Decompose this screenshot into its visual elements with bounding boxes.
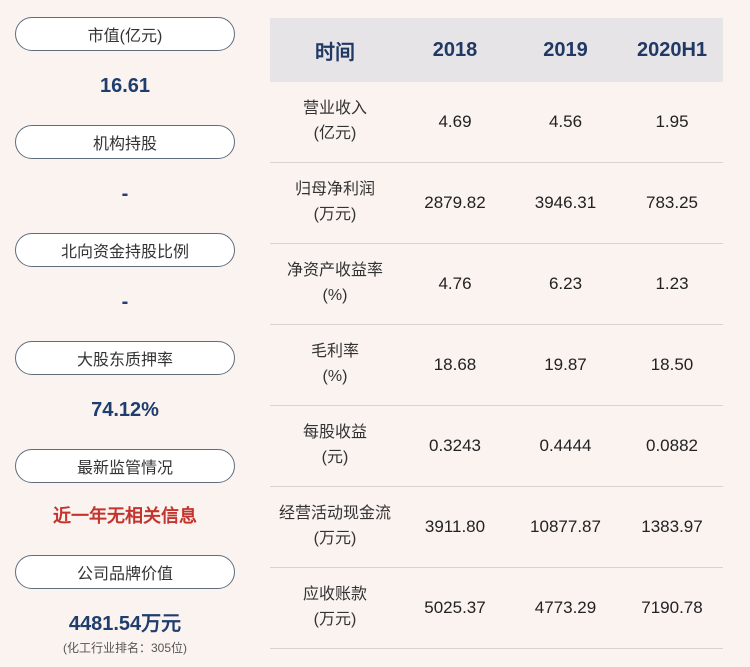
pill-latest-regulation[interactable]: 最新监管情况 (15, 449, 235, 483)
row-label-unit: (万元) (313, 611, 357, 628)
cell-value: 2879.82 (424, 193, 486, 212)
financials-table: 时间 2018 2019 2020H1 营业收入 (亿元) 4.69 4.56 … (270, 18, 723, 649)
pill-major-shareholder-pledge[interactable]: 大股东质押率 (15, 341, 235, 375)
table-row-roe: 净资产收益率 (%) 4.76 6.23 1.23 (270, 244, 723, 325)
row-label-text: 每股收益 (302, 424, 367, 442)
row-label-text: 归母净利润 (294, 181, 375, 199)
row-label-text: 净资产收益率 (286, 262, 383, 280)
row-label-unit: (万元) (313, 206, 357, 223)
table-row-operating-cashflow: 经营活动现金流 (万元) 3911.80 10877.87 1383.97 (270, 487, 723, 568)
row-label-text: 毛利率 (310, 343, 359, 361)
row-label-unit: (元) (321, 449, 349, 466)
brand-value: 4481.54万元 (化工行业排名：305位) (63, 612, 187, 655)
row-label: 每股收益 (元) (270, 421, 400, 471)
row-label-text: 经营活动现金流 (278, 505, 391, 523)
table-header-row: 时间 2018 2019 2020H1 (270, 18, 723, 82)
row-label: 经营活动现金流 (万元) (270, 502, 400, 552)
cell-value: 1383.97 (641, 517, 703, 536)
row-label: 归母净利润 (万元) (270, 178, 400, 228)
pill-market-cap[interactable]: 市值(亿元) (15, 17, 235, 51)
cell-value: 1.23 (655, 274, 689, 293)
cell-value: 4.76 (438, 274, 472, 293)
cell-value: 18.50 (650, 355, 694, 374)
brand-value-industry-rank: (化工行业排名：305位) (62, 640, 187, 655)
row-label-unit: (%) (322, 368, 348, 385)
northbound-holding-ratio-value: - (121, 291, 129, 313)
cell-value: 0.0882 (646, 436, 698, 455)
row-label: 营业收入 (亿元) (270, 97, 400, 147)
cell-value: 6.23 (548, 274, 583, 293)
header-time: 时间 (315, 41, 355, 64)
table-row-eps: 每股收益 (元) 0.3243 0.4444 0.0882 (270, 406, 723, 487)
row-label: 应收账款 (万元) (270, 583, 400, 633)
major-shareholder-pledge-value: 74.12% (91, 399, 159, 421)
header-year-2019: 2019 (543, 38, 588, 61)
cell-value: 4.69 (438, 112, 472, 131)
row-label-unit: (万元) (313, 530, 357, 547)
cell-value: 783.25 (646, 193, 698, 212)
market-cap-value: 16.61 (99, 75, 151, 97)
cell-value: 0.3243 (429, 436, 481, 455)
row-label-text: 营业收入 (302, 100, 367, 118)
row-label: 净资产收益率 (%) (270, 259, 400, 309)
pill-brand-value[interactable]: 公司品牌价值 (15, 554, 235, 589)
header-period-2020h1: 2020H1 (636, 38, 708, 61)
table-row-accounts-receivable: 应收账款 (万元) 5025.37 4773.29 7190.78 (270, 568, 723, 649)
cell-value: 0.4444 (539, 436, 592, 455)
cell-value: 1.95 (655, 112, 689, 131)
header-year-2018: 2018 (432, 38, 478, 61)
cell-value: 5025.37 (424, 598, 486, 617)
brand-value-amount: 4481.54万元 (68, 612, 182, 635)
cell-value: 4.56 (548, 112, 583, 131)
cell-value: 19.87 (544, 355, 587, 374)
pill-institutional-holdings[interactable]: 机构持股 (15, 125, 235, 159)
cell-value: 3946.31 (534, 193, 597, 212)
institutional-holdings-value: - (121, 183, 129, 205)
row-label-text: 应收账款 (302, 586, 367, 604)
row-label-unit: (亿元) (313, 125, 357, 142)
table-row-net-profit: 归母净利润 (万元) 2879.82 3946.31 783.25 (270, 163, 723, 244)
pill-northbound-holding-ratio[interactable]: 北向资金持股比例 (15, 233, 235, 267)
cell-value: 4773.29 (534, 598, 597, 617)
table-row-gross-margin: 毛利率 (%) 18.68 19.87 18.50 (270, 325, 723, 406)
table-row-revenue: 营业收入 (亿元) 4.69 4.56 1.95 (270, 82, 723, 163)
cell-value: 7190.78 (641, 598, 703, 617)
latest-regulation-value: 近一年无相关信息 (53, 506, 197, 526)
cell-value: 18.68 (433, 355, 477, 374)
cell-value: 10877.87 (530, 517, 601, 536)
sidebar: 市值(亿元) 16.61 机构持股 - 北向资金持股比例 - 大股东质押率 74… (0, 0, 250, 667)
cell-value: 3911.80 (424, 517, 486, 536)
row-label-unit: (%) (322, 287, 348, 304)
row-label: 毛利率 (%) (270, 340, 400, 390)
